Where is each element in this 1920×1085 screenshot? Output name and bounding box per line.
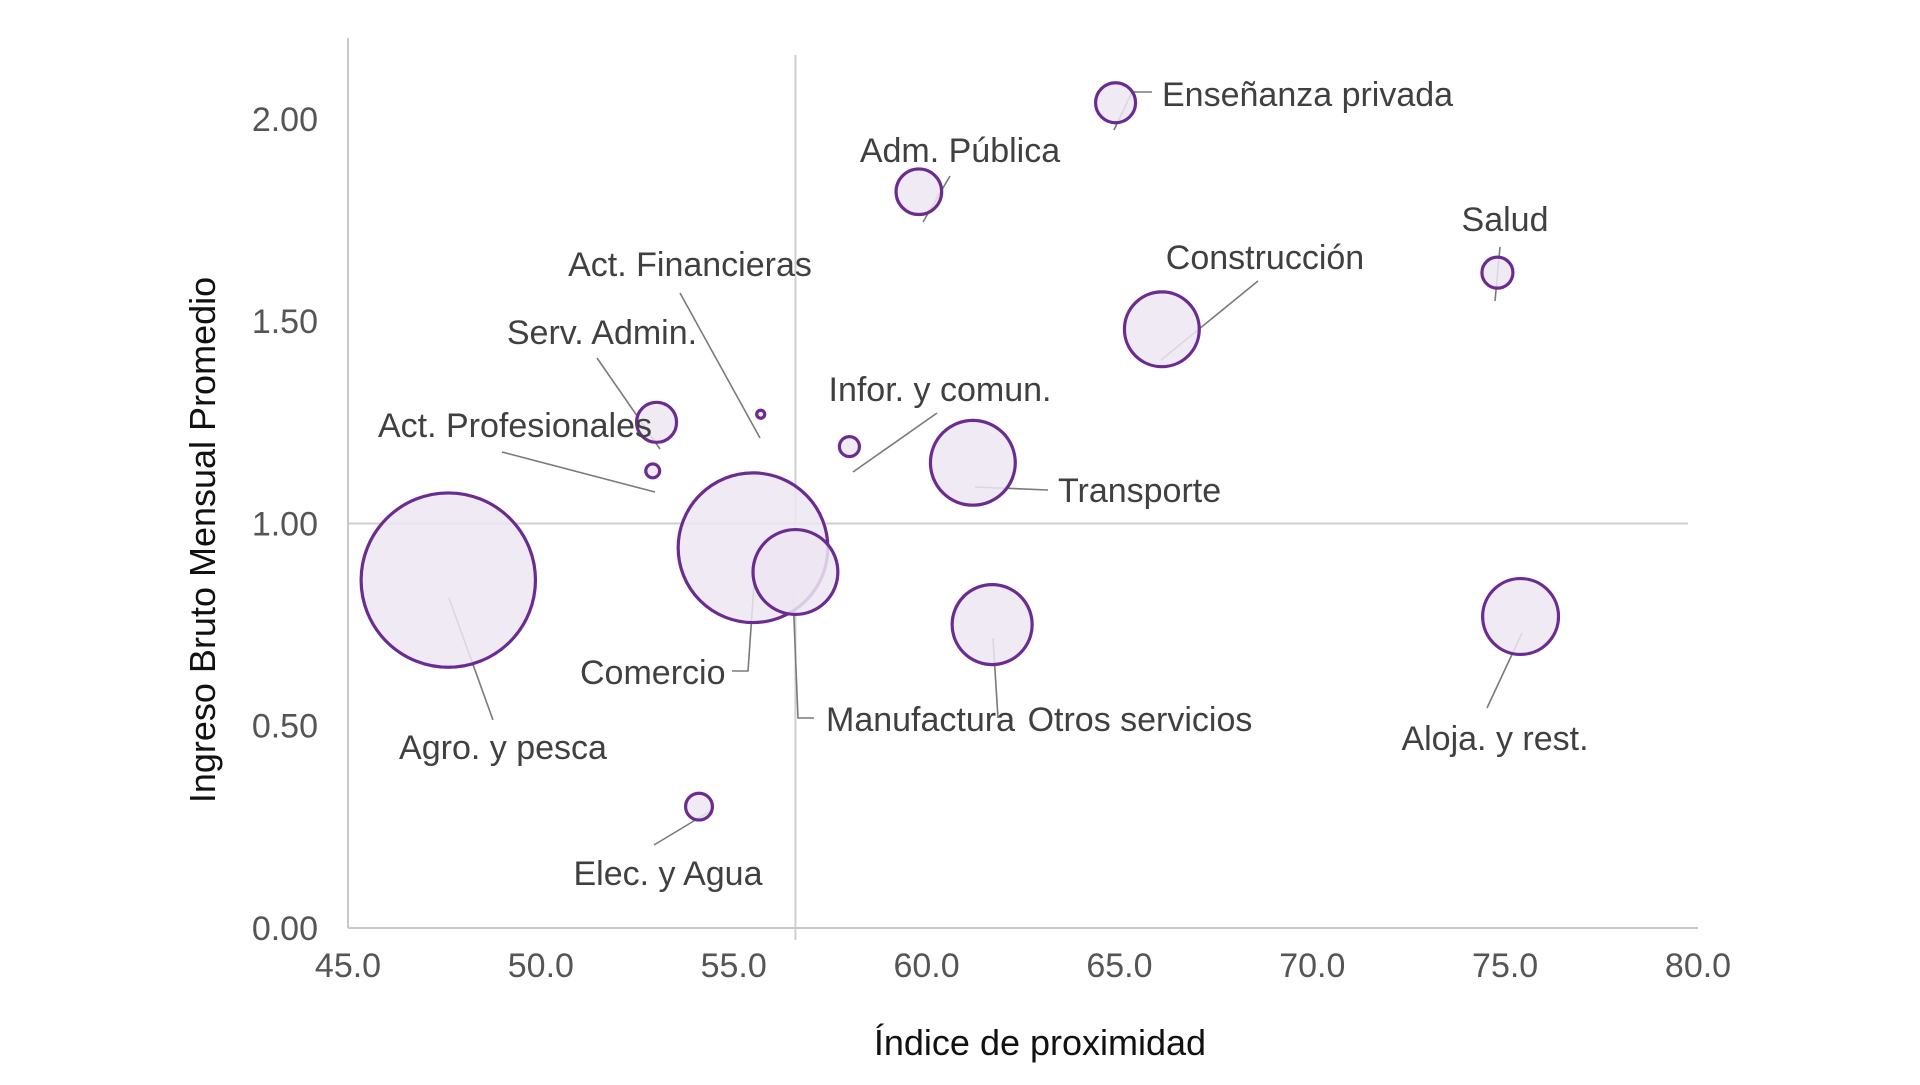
bubble-aloja-y-rest	[1481, 576, 1561, 657]
bubble-manufactura	[751, 527, 840, 617]
x-tick-label: 70.0	[1279, 947, 1345, 985]
leader-act-profesionales	[501, 451, 656, 493]
label-agro-y-pesca: Agro. y pesca	[399, 729, 607, 767]
label-salud: Salud	[1462, 201, 1549, 239]
x-tick-label: 55.0	[701, 947, 767, 985]
bubble-agro-y-pesca	[359, 491, 538, 669]
label-otros-servicios: Otros servicios	[1028, 701, 1253, 739]
bubble-act-profesionales	[644, 462, 662, 480]
bubble-adm-publica	[894, 167, 944, 217]
x-tick-label: 65.0	[1086, 947, 1152, 985]
label-elec-y-agua: Elec. y Agua	[573, 855, 762, 893]
y-axis-title: Ingreso Bruto Mensual Promedio	[182, 277, 223, 803]
bubble-elec-y-agua	[683, 791, 715, 822]
bubble-labels: Enseñanza privada Adm. Pública Salud Constr…	[378, 76, 1589, 893]
label-serv-admin: Serv. Admin.	[507, 314, 697, 352]
x-tick-label: 60.0	[893, 947, 959, 985]
bubble-transporte	[928, 418, 1017, 507]
y-tick-label: 1.50	[252, 303, 318, 341]
label-act-financieras: Act. Financieras	[568, 246, 812, 284]
label-construccion: Construcción	[1166, 239, 1364, 277]
bubble-infor-y-comun	[837, 434, 862, 459]
label-comercio: Comercio	[580, 654, 725, 692]
y-tick-label: 0.00	[252, 910, 318, 948]
label-infor-y-comun: Infor. y comun.	[829, 371, 1052, 409]
x-tick-label: 50.0	[508, 947, 574, 985]
x-tick-label: 45.0	[315, 947, 381, 985]
x-tick-label: 80.0	[1665, 947, 1731, 985]
bubble-ensenanza-privada	[1093, 81, 1138, 125]
leader-infor-y-comun	[852, 412, 938, 473]
reference-lines	[348, 55, 1688, 940]
bubble-otros-servicios	[950, 582, 1034, 667]
leader-manufactura	[792, 594, 814, 719]
y-tick-label: 1.00	[252, 505, 318, 543]
y-tick-label: 0.50	[252, 708, 318, 746]
axes	[347, 38, 1698, 929]
label-manufactura: Manufactura	[826, 701, 1015, 739]
label-ensenanza-privada: Enseñanza privada	[1162, 76, 1453, 114]
tick-labels: 45.0 50.0 55.0 60.0 65.0 70.0 75.0 80.0 0.00 0.50…	[252, 101, 1731, 985]
leader-act-financieras	[679, 292, 761, 439]
label-act-profesionales: Act. Profesionales	[378, 407, 652, 445]
bubble-serv-admin	[634, 400, 679, 444]
label-adm-publica: Adm. Pública	[860, 132, 1060, 170]
y-tick-label: 2.00	[252, 101, 318, 139]
label-aloja-y-rest: Aloja. y rest.	[1401, 720, 1588, 758]
bubbles	[359, 81, 1561, 822]
bubble-construccion	[1122, 290, 1201, 369]
bubble-salud	[1480, 255, 1515, 290]
bubble-act-financieras	[755, 408, 767, 420]
x-axis-title: Índice de proximidad	[874, 1022, 1206, 1063]
label-transporte: Transporte	[1058, 472, 1221, 510]
x-tick-label: 75.0	[1472, 947, 1538, 985]
